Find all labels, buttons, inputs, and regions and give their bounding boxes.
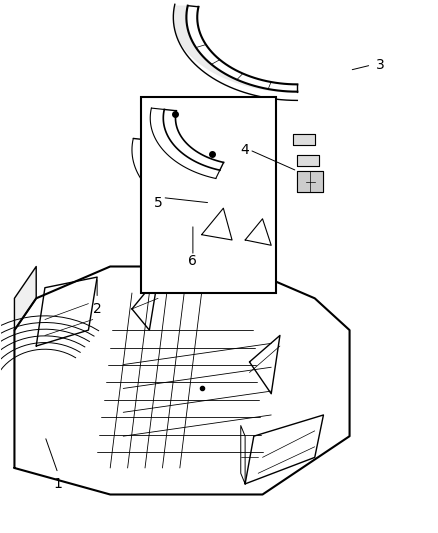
FancyBboxPatch shape: [141, 97, 276, 293]
Polygon shape: [14, 266, 36, 330]
Polygon shape: [36, 277, 97, 346]
Polygon shape: [14, 266, 350, 495]
Polygon shape: [250, 335, 280, 394]
Polygon shape: [245, 415, 323, 484]
Text: 6: 6: [188, 254, 198, 268]
Text: 4: 4: [241, 143, 250, 157]
Text: 2: 2: [93, 302, 102, 316]
Polygon shape: [297, 171, 323, 192]
Text: 3: 3: [376, 58, 385, 72]
Polygon shape: [293, 134, 315, 144]
Polygon shape: [201, 208, 232, 240]
Polygon shape: [297, 155, 319, 166]
Polygon shape: [245, 219, 271, 245]
Text: 5: 5: [154, 196, 162, 210]
Text: 1: 1: [53, 477, 62, 491]
Polygon shape: [132, 277, 158, 330]
